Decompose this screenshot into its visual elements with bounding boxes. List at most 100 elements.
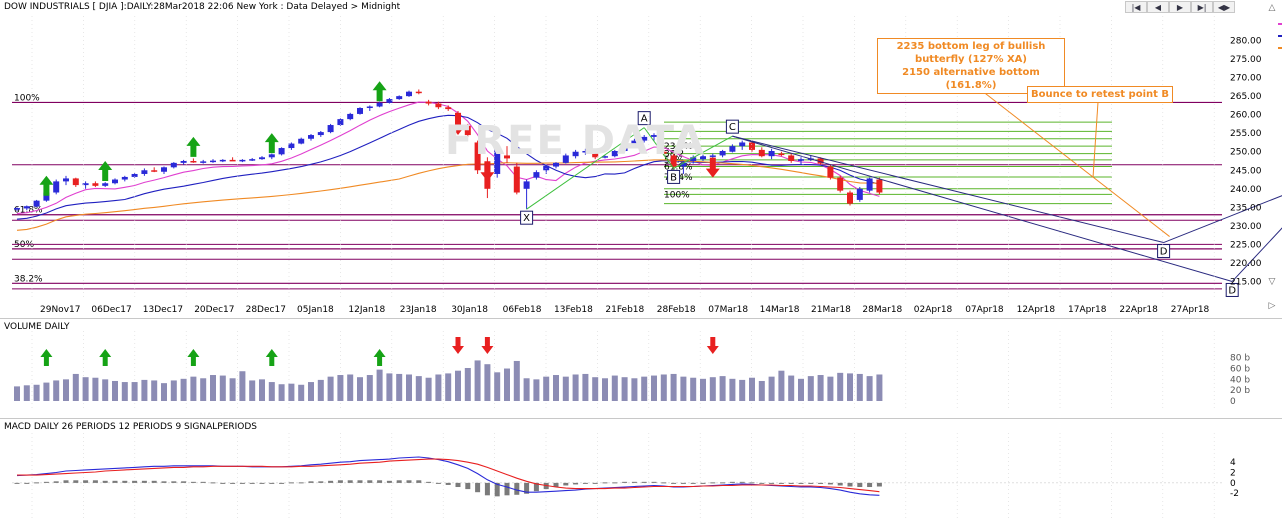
candle [631,140,638,145]
volume-y-tick: 40 b [1230,375,1250,385]
candle [337,119,344,126]
candle [219,159,226,162]
volume-bar [337,375,344,401]
projection-leg [732,135,1164,244]
volume-bar [690,377,697,401]
macd-histogram-bar [651,481,657,483]
candle [161,167,167,172]
candle [445,107,452,110]
macd-histogram-bar [347,480,353,483]
next-page-button[interactable]: ▶ [1169,1,1191,13]
volume-bar [827,376,834,401]
candle [23,206,30,209]
macd-histogram-bar [92,480,98,483]
expand-button[interactable]: ◀▶ [1213,1,1235,13]
volume-bar [523,378,530,401]
candle [435,103,442,108]
volume-sell-arrow-icon [452,337,464,354]
pattern-point-box [667,169,681,184]
macd-histogram-bar [602,482,608,484]
macd-histogram-bar [416,480,422,483]
y-tick-label: 240.00 [1230,185,1262,195]
volume-bar [386,373,393,401]
candle [239,159,246,162]
macd-histogram-bar [671,482,677,484]
volume-bar [758,380,765,401]
volume-sell-arrow-icon [706,337,719,354]
buy-arrow-icon [372,81,387,102]
y-tick-label: 270.00 [1230,74,1262,84]
pattern-point-label: B [670,172,677,183]
y-tick-label: 230.00 [1230,222,1262,232]
macd-histogram-bar [798,482,804,484]
macd-histogram-bar [73,480,79,483]
scroll-down-icon[interactable]: ▽ [1268,277,1276,287]
macd-histogram-bar [827,482,833,485]
macd-y-tick: 2 [1230,469,1236,479]
macd-histogram-bar [308,481,314,483]
volume-bar [415,376,422,401]
candle [396,96,403,100]
volume-bar [817,375,824,401]
macd-line [16,456,880,496]
volume-bar [92,377,99,401]
volume-bar [268,382,275,401]
macd-histogram-bar [514,482,520,495]
volume-bar [553,375,559,401]
candle [190,161,197,163]
macd-histogram-bar [171,481,177,483]
pattern-point-box [1225,282,1239,297]
candle [572,151,579,157]
volume-bar [660,374,667,401]
candle [92,183,99,186]
volume-bar [798,378,804,401]
watermark: FREE DATA [445,118,706,164]
macd-histogram-bar [582,482,588,484]
macd-histogram-bar [563,482,569,486]
volume-bar [807,376,814,401]
volume-bar [131,382,138,401]
macd-histogram-bar [475,482,481,493]
candle [856,188,863,200]
first-page-button[interactable]: |◀ [1125,1,1147,13]
volume-bar [180,378,187,401]
scroll-up-icon[interactable]: △ [1268,3,1276,13]
scroll-right-icon[interactable]: ▷ [1268,301,1276,311]
candle [778,153,785,156]
volume-bar [121,382,128,401]
prev-page-button[interactable]: ◀ [1147,1,1169,13]
last-page-button[interactable]: ▶| [1191,1,1213,13]
macd-histogram-bar [759,482,765,484]
buy-arrow-icon [264,133,279,154]
x-tick-label: 07Apr18 [965,305,1004,315]
candle [72,178,79,186]
candle [749,142,755,150]
candle [533,172,540,178]
y-tick-label: 275.00 [1230,55,1262,65]
candle [210,160,216,163]
volume-bar [161,383,167,401]
volume-bar [170,380,177,401]
candle [758,149,765,157]
macd-histogram-bar [769,482,775,484]
macd-histogram-bar [53,481,59,483]
x-tick-label: 27Apr18 [1171,305,1210,315]
volume-bar [190,376,197,401]
candle [415,91,422,94]
pattern-point-label: D [1160,247,1168,258]
ma-mid-line [16,114,880,220]
candle [249,159,256,161]
macd-histogram-bar [259,482,265,484]
volume-bar [366,375,373,401]
fib-label: 38.2% [14,274,43,284]
candle [200,161,207,163]
volume-bar [112,380,118,401]
volume-bar [533,379,540,401]
butterfly-annotation-line-3: 2150 alternative bottom (161.8%) [902,67,1040,91]
x-tick-label: 06Dec17 [91,305,131,315]
candle [298,138,305,144]
volume-bar [200,378,207,401]
volume-bar [709,377,716,401]
candle [513,166,520,193]
